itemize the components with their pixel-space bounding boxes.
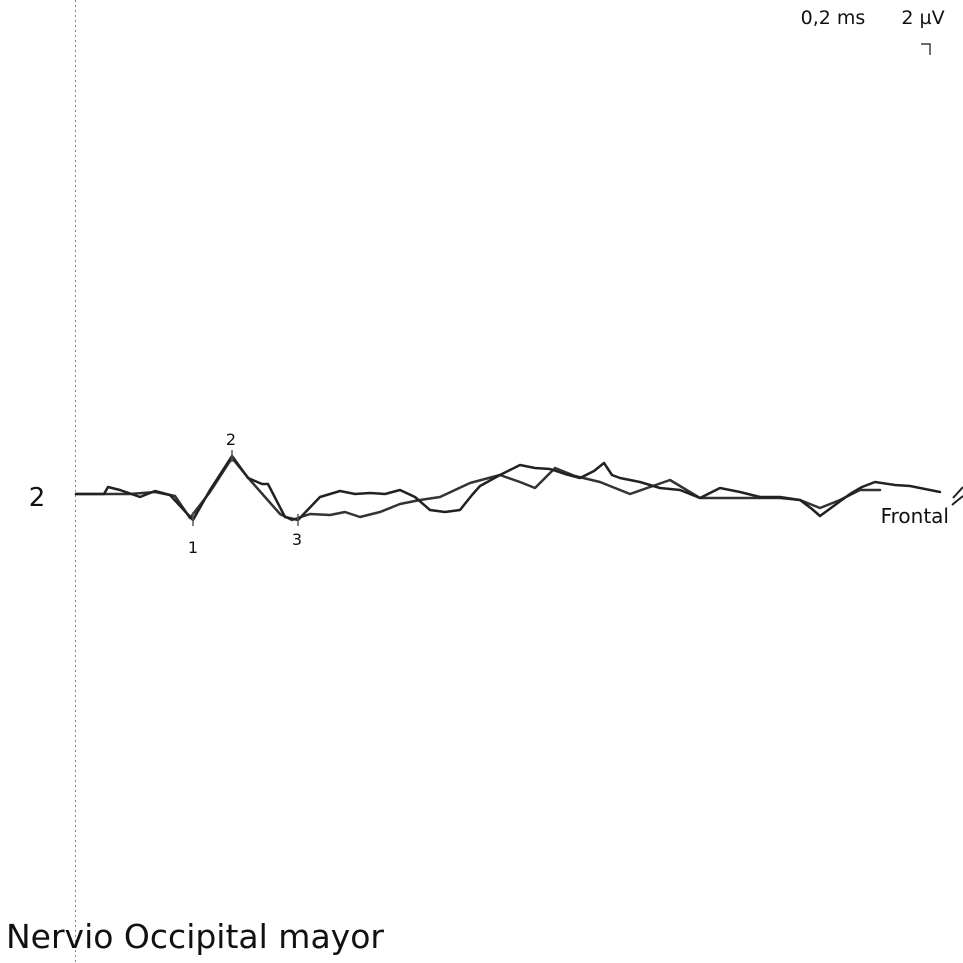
- marker-label: 3: [292, 530, 302, 549]
- waveform-edge: [951, 486, 963, 506]
- amplitude-scale: 2 µV: [901, 7, 944, 29]
- page-title: Nervio Occipital mayor: [6, 917, 384, 956]
- marker-label: 1: [188, 538, 198, 557]
- trace-label: Frontal: [881, 504, 949, 528]
- marker-label: 2: [226, 430, 236, 449]
- time-scale: 0,2 ms: [801, 7, 866, 29]
- waveform: [74, 454, 942, 522]
- trace-number: 2: [29, 483, 46, 513]
- scale-bracket: [921, 43, 931, 55]
